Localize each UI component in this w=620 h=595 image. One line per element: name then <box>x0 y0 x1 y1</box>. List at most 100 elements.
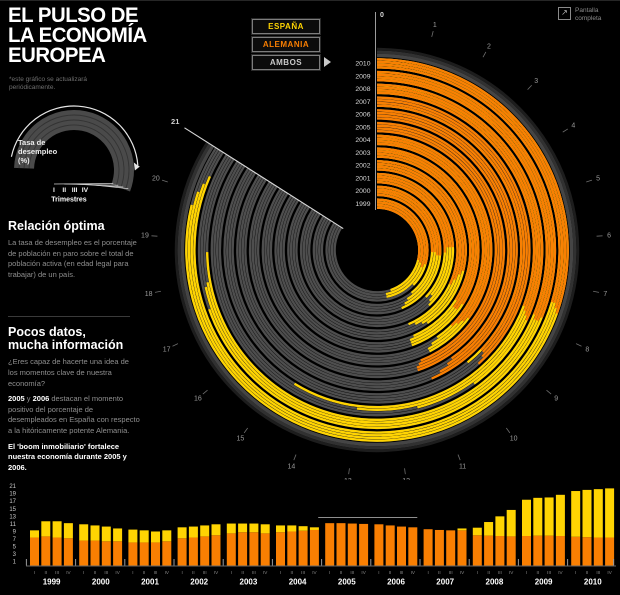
fullscreen-button[interactable]: ↗ Pantalla completa <box>558 7 601 23</box>
svg-text:I: I <box>231 570 232 575</box>
germany-series-button[interactable]: ALEMANIA <box>252 37 320 52</box>
svg-text:2000: 2000 <box>92 578 110 587</box>
svg-text:II: II <box>143 570 146 575</box>
svg-text:18: 18 <box>145 291 153 298</box>
svg-text:2010: 2010 <box>584 578 602 587</box>
svg-text:IV: IV <box>460 570 465 575</box>
svg-text:2008: 2008 <box>355 86 370 93</box>
section-relacion-optima: Relación óptima La tasa de desempleo es … <box>8 219 140 281</box>
svg-text:II: II <box>537 570 540 575</box>
svg-text:2: 2 <box>487 44 491 51</box>
svg-text:I: I <box>477 570 478 575</box>
title-line: LA ECONOMÍA <box>8 23 147 47</box>
svg-text:IV: IV <box>361 570 366 575</box>
year-ring-1999[interactable] <box>325 198 429 302</box>
svg-text:15: 15 <box>9 507 16 513</box>
svg-text:19: 19 <box>9 492 16 498</box>
section-heading: Relación óptima <box>8 219 105 233</box>
svg-text:I: I <box>526 570 527 575</box>
title-line: EUROPEA <box>8 43 106 67</box>
svg-text:1999: 1999 <box>43 578 61 587</box>
svg-text:IV: IV <box>558 570 563 575</box>
svg-text:17: 17 <box>163 346 171 353</box>
title-line: EL PULSO DE <box>8 4 139 27</box>
year-ring-2007[interactable] <box>223 96 531 404</box>
svg-text:IV: IV <box>66 570 71 575</box>
year-ring-2003[interactable] <box>274 147 480 353</box>
year-ring-2002[interactable] <box>287 160 467 340</box>
svg-text:IV: IV <box>214 570 219 575</box>
svg-text:Tasa de: Tasa de <box>18 138 45 147</box>
svg-text:3: 3 <box>13 552 17 558</box>
svg-text:II: II <box>94 570 97 575</box>
section-divider <box>8 316 130 317</box>
svg-text:II: II <box>340 570 343 575</box>
top-border <box>0 0 620 1</box>
svg-text:I: I <box>329 570 330 575</box>
svg-text:III: III <box>400 570 404 575</box>
legend-arc <box>10 105 140 192</box>
svg-text:I: I <box>132 570 133 575</box>
svg-text:Trimestres: Trimestres <box>51 197 87 204</box>
button-label: ALEMANIA <box>262 40 310 49</box>
svg-text:III: III <box>350 570 354 575</box>
svg-text:I: I <box>427 570 428 575</box>
button-label: ESPAÑA <box>268 22 304 31</box>
svg-text:12: 12 <box>402 478 410 480</box>
svg-text:I: I <box>575 570 576 575</box>
svg-text:2003: 2003 <box>355 150 370 157</box>
year-ring-2006[interactable] <box>236 109 518 391</box>
svg-text:17: 17 <box>9 499 16 505</box>
svg-text:III: III <box>252 570 256 575</box>
year-ring-2001[interactable] <box>299 172 455 328</box>
svg-text:II: II <box>389 570 392 575</box>
year-ring-2005[interactable] <box>248 121 506 379</box>
svg-text:2001: 2001 <box>355 175 370 182</box>
radial-rings <box>185 58 569 442</box>
svg-text:III: III <box>154 570 158 575</box>
svg-text:13: 13 <box>344 478 352 480</box>
radial-unemployment-chart[interactable]: 2112345678910111213141516171819200199920… <box>0 0 620 480</box>
year-ring-2008[interactable] <box>210 83 544 417</box>
year-ring-2000[interactable] <box>312 185 442 315</box>
svg-text:7: 7 <box>603 291 607 298</box>
svg-text:9: 9 <box>554 396 558 403</box>
svg-text:IV: IV <box>607 570 612 575</box>
svg-text:2007: 2007 <box>355 99 370 106</box>
svg-text:3: 3 <box>534 78 538 85</box>
svg-text:8: 8 <box>585 346 589 353</box>
svg-text:2009: 2009 <box>535 578 553 587</box>
svg-text:II: II <box>45 570 48 575</box>
svg-text:19: 19 <box>141 233 149 240</box>
svg-text:IV: IV <box>411 570 416 575</box>
radial-scale-ticks: 1234567891011121314151617181920 <box>141 22 611 480</box>
svg-text:5: 5 <box>13 545 17 551</box>
svg-text:III: III <box>547 570 551 575</box>
year-ring-2009[interactable] <box>197 70 557 430</box>
svg-text:III: III <box>596 570 600 575</box>
section-body-question: ¿Eres capaz de hacerte una idea de los m… <box>8 357 129 388</box>
svg-text:IV: IV <box>509 570 514 575</box>
svg-text:2005: 2005 <box>338 578 356 587</box>
both-series-button[interactable]: AMBOS <box>252 55 320 70</box>
update-note: *este gráfico se actualizará periódicame… <box>9 76 88 92</box>
svg-text:2008: 2008 <box>486 578 504 587</box>
year-ring-2004[interactable] <box>261 134 493 366</box>
year-ring-2010[interactable] <box>185 58 569 442</box>
spain-series-button[interactable]: ESPAÑA <box>252 19 320 34</box>
